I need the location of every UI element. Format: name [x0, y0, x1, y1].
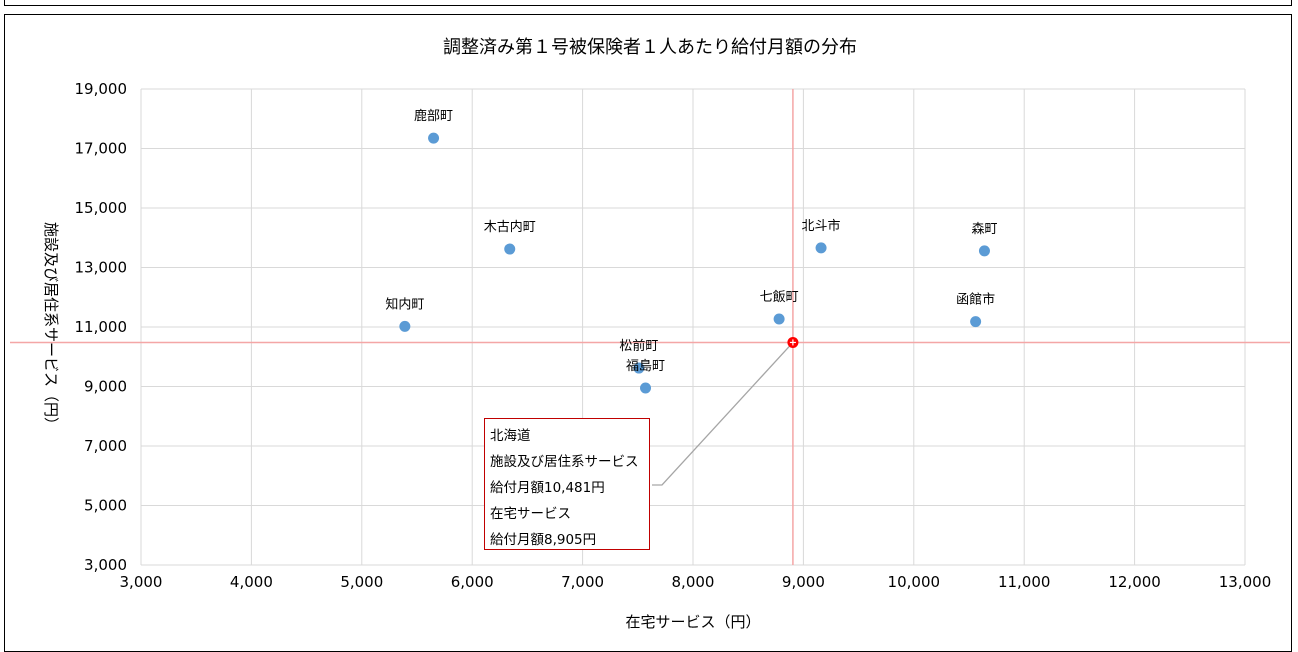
x-tick-label: 13,000 [1219, 573, 1272, 591]
callout-line: 施設及び居住系サービス [490, 454, 639, 470]
data-point [428, 132, 440, 144]
callout-line: 給付月額8,905円 [490, 532, 597, 548]
callout-leader-line [652, 342, 794, 486]
x-tick-label: 5,000 [340, 573, 383, 591]
y-tick-label: 3,000 [84, 556, 127, 574]
data-point-label: 森町 [971, 222, 997, 237]
y-tick-label: 13,000 [75, 259, 128, 277]
chart-title: 調整済み第１号被保険者１人あたり給付月額の分布 [443, 37, 857, 58]
data-point [399, 320, 411, 332]
reference-lines [10, 89, 1290, 565]
data-point [970, 316, 982, 328]
y-tick-label: 15,000 [75, 199, 128, 217]
reference-callout: 北海道 施設及び居住系サービス 給付月額10,481円 在宅サービス 給付月額8… [484, 418, 650, 550]
y-tick-label: 11,000 [75, 318, 128, 336]
callout-line: 北海道 [490, 428, 531, 444]
y-axis-title: 施設及び居住系サービス（円） [42, 222, 60, 432]
y-tick-label: 7,000 [84, 437, 127, 455]
data-point-label: 函館市 [956, 292, 995, 308]
x-tick-label: 10,000 [888, 573, 941, 591]
data-point [978, 245, 990, 257]
callout-line: 在宅サービス [490, 506, 571, 522]
x-tick-label: 8,000 [672, 573, 715, 591]
grid [140, 88, 1246, 566]
data-point [633, 362, 645, 374]
data-point [815, 242, 827, 254]
data-point-label: 七飯町 [760, 290, 799, 305]
data-point-label: 鹿部町 [414, 108, 453, 124]
x-tick-label: 3,000 [120, 573, 163, 591]
y-tick-label: 5,000 [84, 497, 127, 515]
x-axis-title: 在宅サービス（円） [625, 613, 760, 631]
data-point [504, 243, 516, 255]
data-point-label: 北斗市 [802, 218, 841, 234]
y-tick-label: 9,000 [84, 378, 127, 396]
y-tick-label: 17,000 [75, 140, 128, 158]
data-point-label: 木古内町 [484, 219, 536, 235]
data-point [773, 313, 785, 325]
x-tick-label: 6,000 [451, 573, 494, 591]
axis-ticks: 3,000 4,000 5,000 6,000 7,000 8,000 9,000 10,00… [75, 80, 1272, 591]
y-tick-label: 19,000 [75, 80, 128, 98]
x-tick-label: 9,000 [782, 573, 825, 591]
x-tick-label: 12,000 [1108, 573, 1161, 591]
x-tick-label: 7,000 [561, 573, 604, 591]
data-point [640, 382, 652, 394]
callout-line: 給付月額10,481円 [490, 480, 605, 496]
data-point-label: 福島町 [626, 359, 665, 374]
x-tick-label: 4,000 [230, 573, 273, 591]
x-tick-label: 11,000 [998, 573, 1051, 591]
data-point-label: 松前町 [619, 338, 658, 354]
frame-top [4, 0, 1292, 6]
data-point-label: 知内町 [385, 296, 424, 312]
